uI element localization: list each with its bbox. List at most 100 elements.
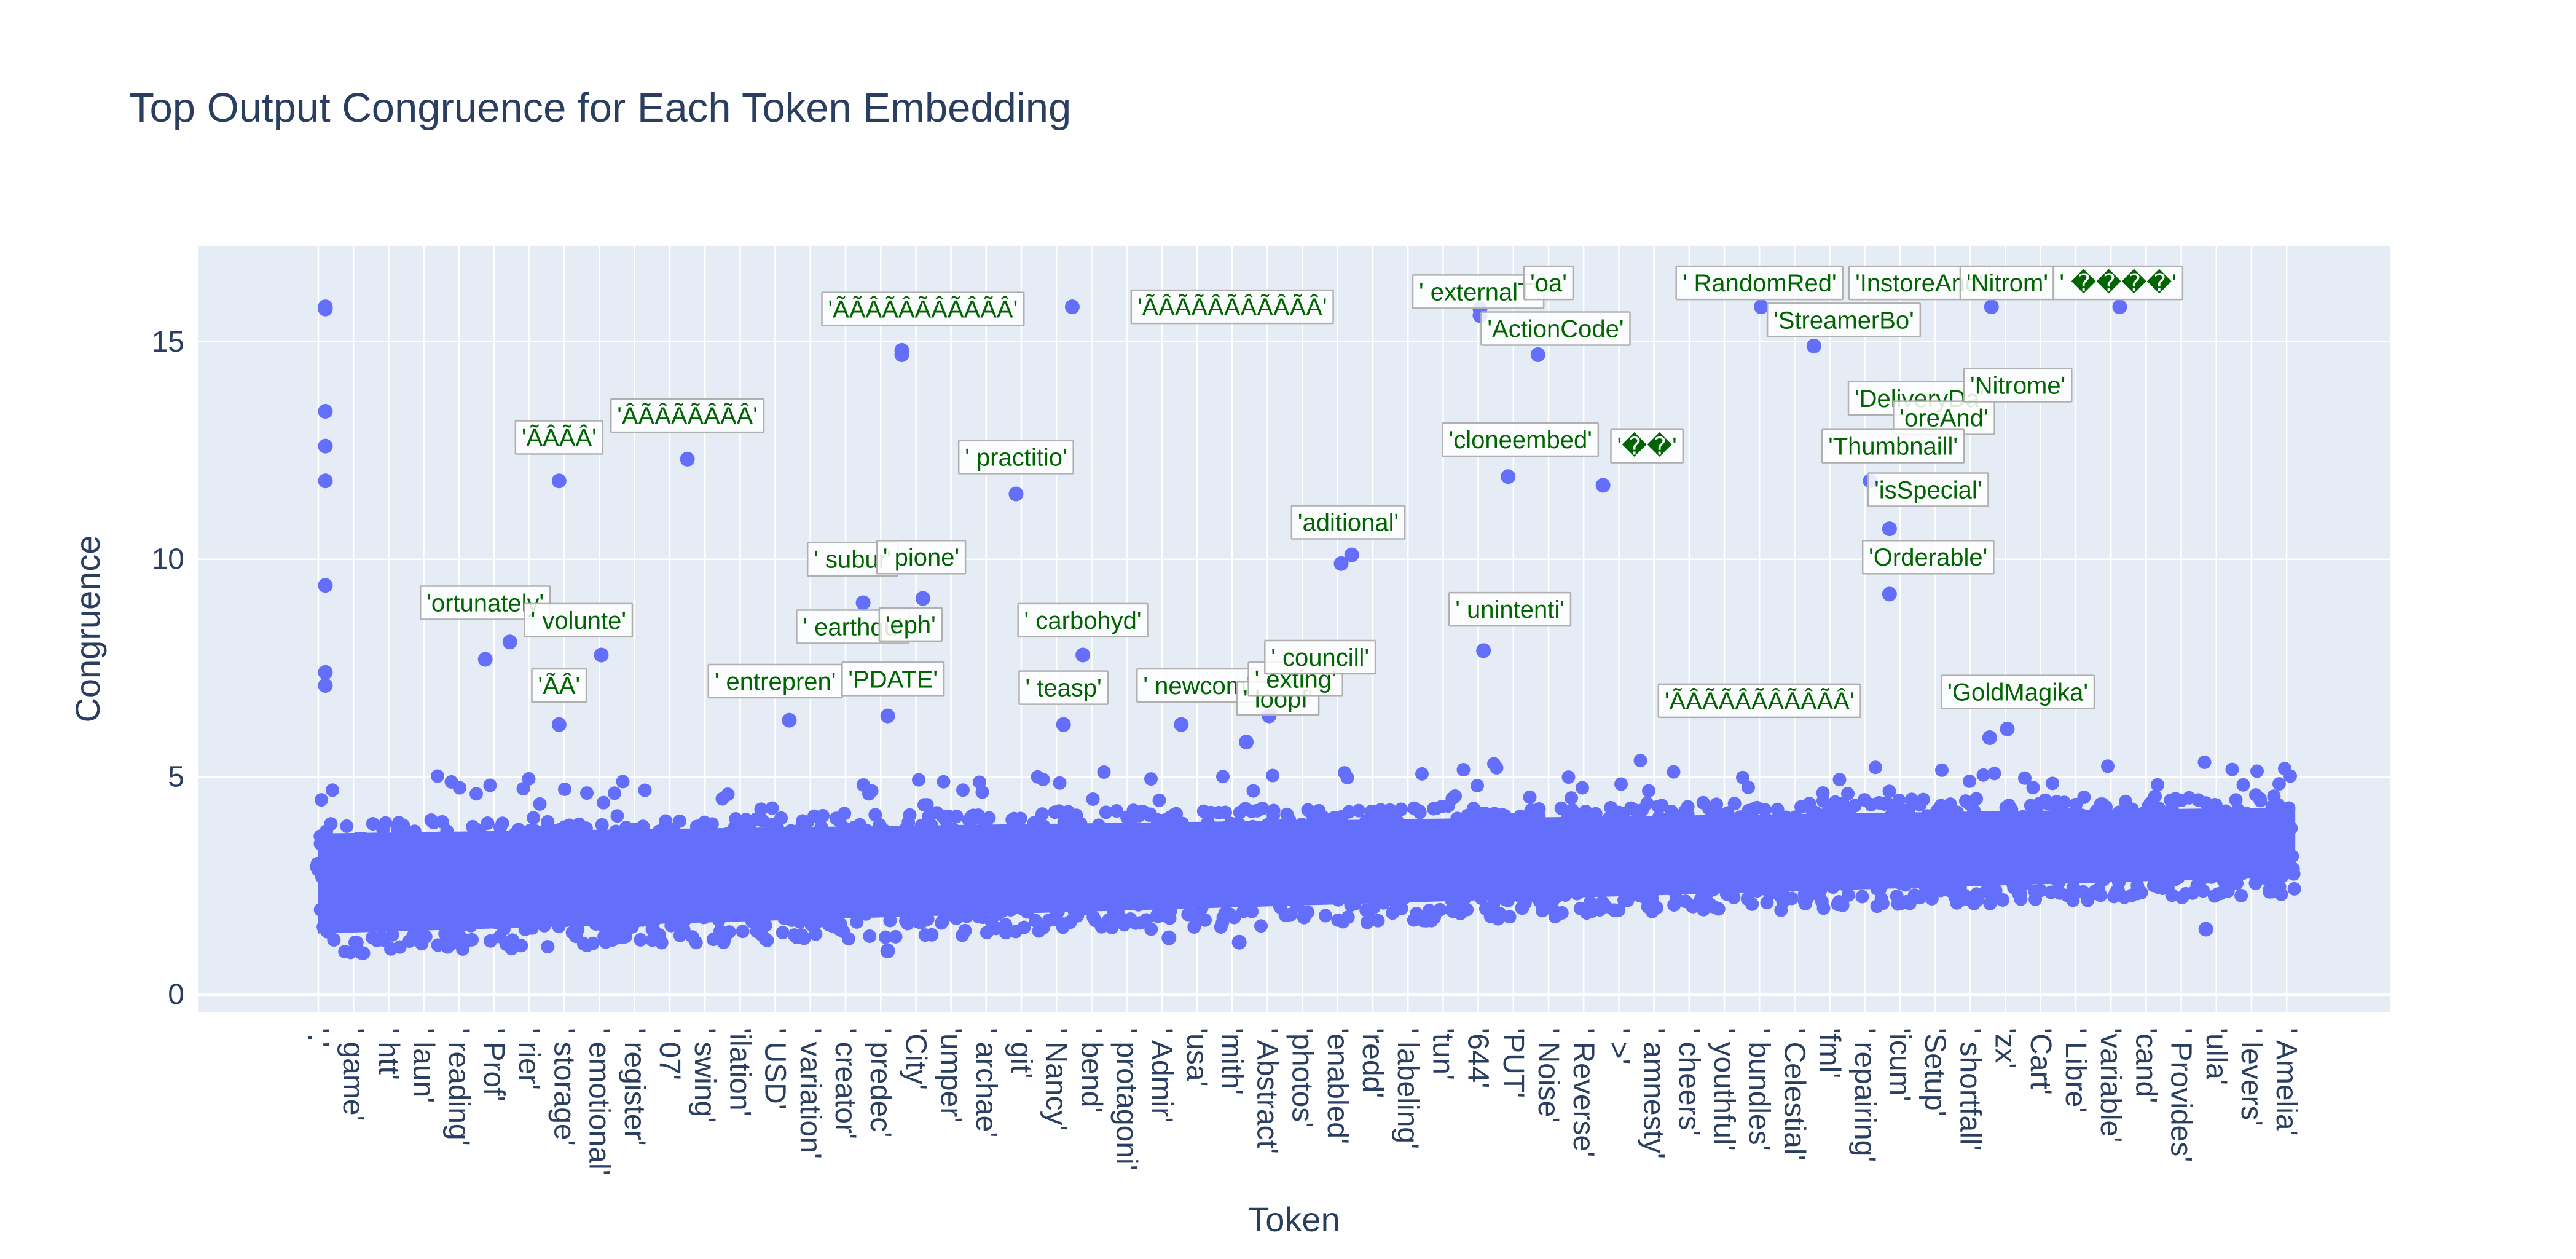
data-point (855, 595, 871, 610)
point-annotation: ' externalT' (1412, 274, 1545, 309)
data-point (1394, 802, 1408, 816)
data-point (889, 929, 903, 944)
data-point (2197, 755, 2212, 769)
data-point (1218, 805, 1232, 819)
data-point (654, 936, 669, 950)
data-point (2236, 778, 2250, 792)
point-annotation: 'Thumbnaill' (1821, 428, 1965, 464)
x-tick-label: ' cheers' (1673, 1028, 1705, 1136)
x-tick-label: 'mith' (1215, 1028, 1248, 1095)
annotation-label: 'oreAnd' (1899, 405, 1988, 432)
data-point (1727, 797, 1742, 811)
data-point (1836, 898, 1850, 912)
data-point (1518, 896, 1532, 910)
data-point (418, 929, 433, 944)
x-tick-label: ' Noise' (1532, 1028, 1565, 1123)
data-point (1301, 905, 1315, 919)
x-tick-label: 'variable' (2094, 1028, 2127, 1142)
data-point (1319, 909, 1333, 923)
x-tick-labels: '.' ' game' ' htt' ' laun' ' reading' ' Prof'… (302, 1028, 2303, 1175)
data-point (2221, 884, 2235, 898)
data-point (527, 811, 541, 825)
data-point (1056, 717, 1071, 732)
data-point (483, 778, 497, 792)
annotation-label: 'Thumbnaill' (1828, 433, 1958, 460)
x-tick-label: ' shortfall' (1954, 1028, 1986, 1151)
data-point (1611, 903, 1625, 917)
data-point (1035, 807, 1050, 821)
dense-point-band (310, 754, 2301, 960)
point-annotation: 'aditional' (1290, 505, 1406, 540)
x-tick-label: 'redd' (1356, 1028, 1389, 1098)
point-annotation: ' pione' (876, 539, 967, 575)
data-point (1144, 772, 1158, 786)
data-point (318, 578, 333, 593)
data-point (915, 591, 930, 606)
data-point (2134, 885, 2148, 899)
data-point (1640, 796, 1654, 810)
data-point (318, 301, 333, 317)
data-point (2077, 790, 2091, 804)
data-point (1530, 347, 1545, 362)
data-point (1161, 930, 1177, 945)
data-point (348, 936, 362, 950)
x-tick-label: 'zx' (1989, 1028, 2022, 1068)
data-point (1064, 299, 1080, 315)
point-annotation: ' entrepren' (707, 663, 843, 699)
annotation-label: 'Nitrom' (1966, 270, 2048, 297)
data-point (956, 783, 970, 797)
annotation-label: 'cloneembed' (1449, 427, 1592, 454)
data-point (1875, 896, 1890, 910)
annotations: 'ortunately'' volunte''ÃÂ''ÃÂÃÂ''ÂÃÂÃÃÂÃ… (419, 265, 2184, 719)
data-point (1341, 910, 1355, 924)
x-tick-label: 'icum' (1883, 1028, 1916, 1102)
annotation-label: 'ActionCode' (1487, 316, 1624, 343)
data-point (586, 936, 600, 950)
data-point (1245, 904, 1259, 918)
data-point (1555, 906, 1569, 920)
data-point (765, 801, 779, 815)
data-point (477, 652, 493, 667)
chart-title: Top Output Congruence for Each Token Emb… (129, 85, 1071, 131)
data-point (1711, 902, 1726, 916)
data-point (597, 795, 610, 810)
data-point (1231, 934, 1247, 950)
y-tick-labels: 0 5 10 15 (152, 326, 184, 1011)
data-point (514, 939, 528, 953)
data-point (1595, 478, 1611, 493)
point-annotation: ' teasp' (1018, 670, 1109, 705)
point-annotation: 'oa' (1523, 265, 1574, 301)
x-tick-label: ' Admir' (1145, 1028, 1178, 1123)
data-point (838, 807, 852, 821)
data-point (958, 923, 972, 937)
data-point (1008, 486, 1024, 502)
x-tick-label: ' creator' (829, 1028, 862, 1139)
x-tick-label: ' swing' (688, 1028, 721, 1123)
data-point (2066, 893, 2080, 907)
data-point (571, 923, 585, 937)
annotation-label: ' entrepren' (715, 668, 836, 695)
x-tick-label: ' emotional' (583, 1028, 616, 1175)
data-point (1614, 777, 1628, 791)
x-tick-label: 'City' (899, 1028, 932, 1090)
data-point (1476, 643, 1491, 658)
data-point (1490, 760, 1504, 775)
annotation-label: ' ����' (2059, 269, 2176, 297)
annotation-label: ' councill' (1271, 644, 1369, 671)
point-annotation: 'StreamerBo' (1766, 302, 1922, 337)
data-point (1869, 760, 1882, 775)
point-annotation: ' councill' (1264, 639, 1376, 675)
x-tick-label: ' reading' (442, 1028, 475, 1146)
data-point (1554, 801, 1568, 815)
point-annotation: ' unintenti' (1448, 591, 1572, 627)
data-point (580, 786, 594, 800)
y-tick-label: 0 (168, 979, 184, 1011)
data-point (879, 930, 893, 944)
data-point (673, 814, 687, 828)
point-annotation: 'eph' (878, 607, 943, 642)
data-point (680, 451, 695, 467)
data-point (920, 798, 934, 812)
data-point (880, 943, 895, 958)
x-tick-label: ' Amelia' (2270, 1028, 2303, 1136)
data-point (1099, 805, 1113, 819)
